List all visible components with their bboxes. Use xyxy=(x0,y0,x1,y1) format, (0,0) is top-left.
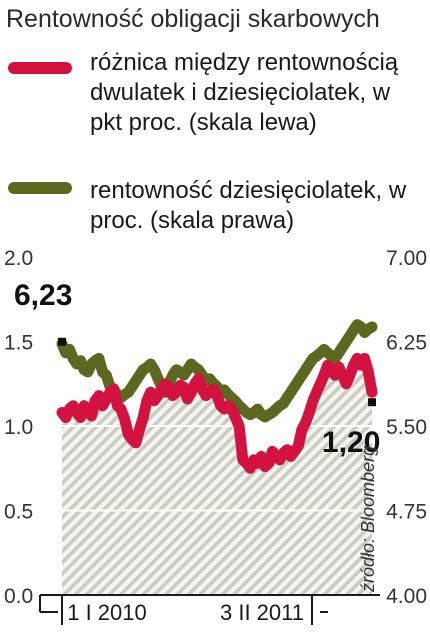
grid-lines xyxy=(48,340,372,512)
legend-label-yield: rentowność dziesięciolatek, w proc. (ska… xyxy=(90,177,407,234)
x-tick-label: 3 II 2011 xyxy=(220,600,304,625)
end-value-marker xyxy=(368,398,376,407)
legend-swatch-yield xyxy=(8,182,72,194)
series-lines xyxy=(56,319,378,474)
y-tick-label-left: 1.0 xyxy=(4,416,33,439)
legend-item-spread: różnica między rentownością dwulatek i d… xyxy=(6,48,426,148)
chart-title: Rentowność obligacji skarbowych xyxy=(6,5,380,33)
y-tick-label-left: 1.5 xyxy=(4,332,33,355)
y-tick-label-right: 5.50 xyxy=(386,416,427,439)
y-tick-label-right: 4.00 xyxy=(386,585,427,608)
spread-area-layer xyxy=(62,358,372,595)
x-tick-label: 1 I 2010 xyxy=(67,600,147,625)
y-tick-label-right: 6.25 xyxy=(386,332,427,355)
axis-ticks: 1 I 2010 3 II 2011 xyxy=(39,595,328,625)
y-tick-label-left: 0.5 xyxy=(4,501,33,524)
y-tick-label-left: 0.0 xyxy=(4,585,33,608)
start-value-label: 6,23 xyxy=(14,279,72,312)
series-line-spread xyxy=(56,352,378,474)
legend-label-spread: różnica między rentownością dwulatek i d… xyxy=(90,49,399,136)
legend-item-yield: rentowność dziesięciolatek, w proc. (ska… xyxy=(6,176,426,240)
spread-area xyxy=(62,358,372,595)
source-label: źródło: Bloomberg xyxy=(358,446,378,593)
end-value-label: 1,20 xyxy=(322,426,380,459)
chart-plot: 1 I 2010 3 II 2011 2.0 1.5 1.0 0.5 0.0 7.00 6.2… xyxy=(4,247,427,625)
y-tick-label-right: 4.75 xyxy=(386,501,427,524)
legend-swatch-spread xyxy=(8,62,72,74)
chart-labels: 2.0 1.5 1.0 0.5 0.0 7.00 6.25 5.50 4.75 4.00 6,23 1… xyxy=(4,247,427,608)
y-tick-label-left: 2.0 xyxy=(4,247,33,270)
start-value-marker xyxy=(58,337,66,346)
y-tick-label-right: 7.00 xyxy=(386,247,427,270)
